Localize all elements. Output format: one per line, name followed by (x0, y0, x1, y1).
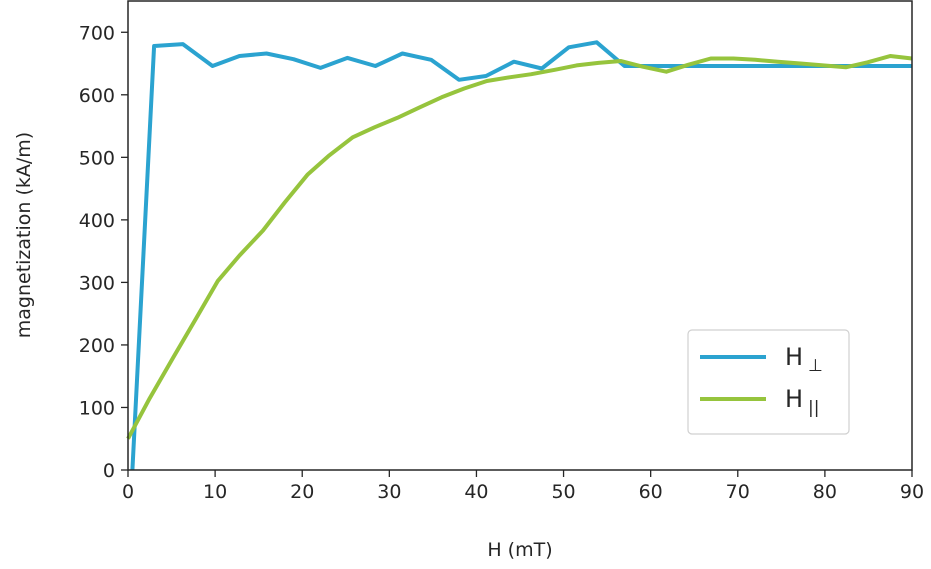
legend-label-parallel: H || (785, 385, 820, 418)
legend-label-subscript: ⊥ (808, 356, 823, 376)
x-tick-label: 20 (290, 481, 314, 503)
y-tick-label: 500 (79, 147, 115, 169)
y-tick-label: 200 (79, 335, 115, 357)
x-axis-ticks: 0 10 20 30 40 50 60 70 80 90 (122, 470, 924, 503)
y-tick-label: 300 (79, 272, 115, 294)
series-line-perpendicular (130, 40, 912, 471)
x-tick-label: 40 (464, 481, 488, 503)
legend-label-perpendicular: H ⊥ (785, 343, 823, 376)
series-line-parallel (126, 54, 913, 440)
legend-box (687, 329, 850, 435)
y-tick-label: 0 (103, 460, 115, 482)
legend-label-main: H (785, 385, 803, 413)
legend-label-subscript: || (808, 398, 819, 418)
x-tick-label: 70 (726, 481, 750, 503)
y-axis-label: magnetization (kA/m) (13, 132, 35, 338)
series-layer (126, 40, 913, 471)
x-tick-label: 60 (639, 481, 663, 503)
legend-label-main: H (785, 343, 803, 371)
plot-frame (127, 0, 913, 471)
y-tick-label: 400 (79, 210, 115, 232)
x-tick-label: 30 (377, 481, 401, 503)
x-tick-label: 90 (900, 481, 924, 503)
y-axis-ticks: 0 100 200 300 400 500 600 700 (79, 22, 128, 482)
x-tick-label: 0 (122, 481, 134, 503)
x-tick-label: 50 (551, 481, 575, 503)
y-tick-label: 600 (79, 85, 115, 107)
x-axis-label: H (mT) (487, 539, 552, 561)
y-tick-label: 100 (79, 397, 115, 419)
x-tick-label: 80 (813, 481, 837, 503)
legend: H ⊥H || (687, 329, 850, 435)
y-tick-label: 700 (79, 22, 115, 44)
x-tick-label: 10 (203, 481, 227, 503)
